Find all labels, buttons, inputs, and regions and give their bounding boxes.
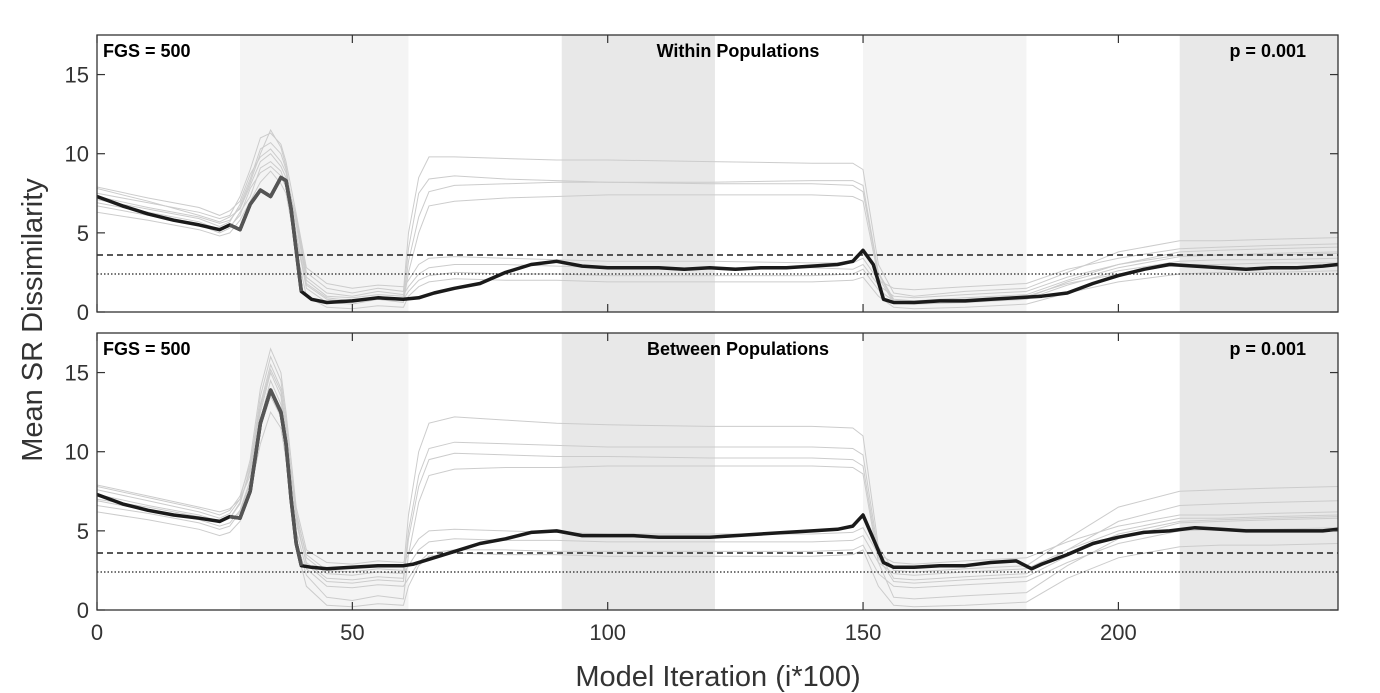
x-tick-label-100: 100 <box>589 620 626 645</box>
phase-band-3 <box>863 35 1027 312</box>
panel-between-title: Between Populations <box>647 339 829 359</box>
run-line-8 <box>97 367 1338 584</box>
panel-within-p-value: p = 0.001 <box>1229 41 1306 61</box>
y-tick-label-15: 15 <box>65 63 89 88</box>
mean-line-peak <box>229 175 304 292</box>
panel-within-plot-area <box>97 35 1338 312</box>
run-line-5 <box>97 170 1338 310</box>
panel-between-fgs-label: FGS = 500 <box>103 339 191 359</box>
mean-line-peak <box>229 388 304 567</box>
y-axis-title: Mean SR Dissimilarity <box>17 178 49 462</box>
y-tick-label-5: 5 <box>77 519 89 544</box>
y-tick-label-10: 10 <box>65 440 89 465</box>
y-tick-label-5: 5 <box>77 221 89 246</box>
x-axis-title: Model Iteration (i*100) <box>575 661 860 693</box>
run-line-4 <box>97 347 1338 565</box>
run-line-4 <box>97 132 1338 291</box>
y-tick-label-15: 15 <box>65 361 89 386</box>
panel-between-frame <box>96 332 1339 611</box>
phase-band-1 <box>239 35 409 312</box>
x-tick-label-50: 50 <box>340 620 364 645</box>
phase-band-4 <box>1179 35 1338 312</box>
run-line-1 <box>97 371 1338 573</box>
x-tick-label-0: 0 <box>91 620 103 645</box>
run-line-6 <box>97 148 1338 299</box>
x-tick-label-150: 150 <box>845 620 882 645</box>
run-line-6 <box>97 363 1338 576</box>
y-tick-label-10: 10 <box>65 142 89 167</box>
x-tick-label-200: 200 <box>1100 620 1137 645</box>
phase-band-4 <box>1179 333 1338 610</box>
panel-between-plot-area <box>97 333 1338 610</box>
panel-within: 0 5 10 15 FGS = 500 Within Populations p = … <box>65 34 1339 325</box>
phase-band-2 <box>561 333 715 610</box>
y-tick-label-0: 0 <box>77 598 89 623</box>
y-tick-label-0: 0 <box>77 300 89 325</box>
run-line-1 <box>97 153 1338 297</box>
panel-between-p-value: p = 0.001 <box>1229 339 1306 359</box>
panel-within-title: Within Populations <box>657 41 820 61</box>
panel-within-fgs-label: FGS = 500 <box>103 41 191 61</box>
panel-within-frame <box>96 34 1339 313</box>
run-line-3 <box>97 160 1338 305</box>
